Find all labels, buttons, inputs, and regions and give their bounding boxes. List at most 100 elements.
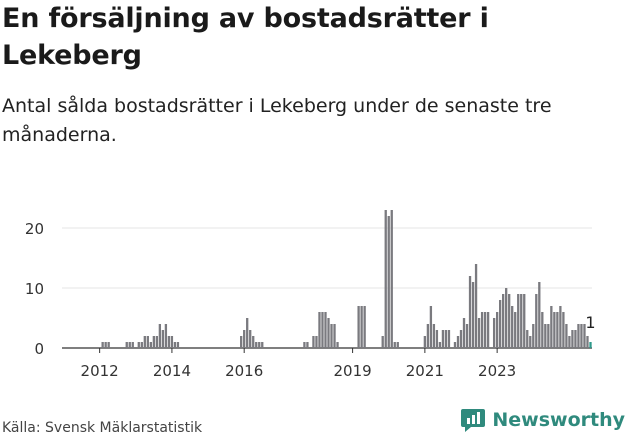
- bar: [583, 324, 586, 348]
- bar: [321, 312, 324, 348]
- bar: [261, 342, 264, 348]
- bar: [306, 342, 309, 348]
- chart-title: En försäljning av bostadsrätter i Lekebe…: [2, 3, 489, 71]
- bar: [143, 336, 146, 348]
- bar: [565, 324, 568, 348]
- bar: [523, 294, 526, 348]
- x-tick-label: 2023: [478, 362, 516, 380]
- bar: [104, 342, 107, 348]
- bar: [170, 336, 174, 348]
- bar: [426, 324, 430, 348]
- source-text: Källa: Svensk Mäklarstatistik: [2, 420, 203, 436]
- bar: [556, 312, 559, 348]
- bar: [571, 330, 574, 348]
- bar-highlight: [589, 342, 592, 348]
- bar: [483, 312, 487, 348]
- bar: [137, 342, 140, 348]
- bar: [161, 330, 165, 348]
- bar: [547, 324, 550, 348]
- bar: [538, 282, 541, 348]
- bar: [252, 336, 255, 348]
- bar: [258, 342, 261, 348]
- bar: [586, 336, 589, 348]
- bar: [559, 306, 562, 348]
- bar: [240, 336, 243, 348]
- bar: [468, 276, 472, 348]
- bar: [333, 324, 336, 348]
- bar: [243, 330, 246, 348]
- bar: [107, 342, 110, 348]
- bar: [393, 342, 396, 348]
- y-tick-label: 10: [25, 280, 44, 298]
- bar: [471, 282, 475, 348]
- chart-subtitle: Antal sålda bostadsrätter i Lekeberg und…: [2, 95, 552, 146]
- bar: [544, 324, 547, 348]
- bar: [529, 336, 532, 348]
- bar: [477, 318, 481, 348]
- bar: [357, 306, 360, 348]
- bar: [125, 342, 128, 348]
- bar: [131, 342, 134, 348]
- bar: [164, 324, 168, 348]
- bar: [532, 324, 535, 348]
- bar: [508, 294, 511, 348]
- bar: [535, 294, 538, 348]
- bar: [553, 312, 556, 348]
- bar: [456, 336, 460, 348]
- bar: [577, 324, 580, 348]
- bar: [303, 342, 306, 348]
- bar: [149, 342, 152, 348]
- bar: [173, 342, 177, 348]
- bar-chart: 0 10 20 2012 2014 2016 2019 2021 2023 1: [25, 210, 596, 380]
- bar: [499, 300, 502, 348]
- bar: [318, 312, 321, 348]
- brand[interactable]: Newsworthy: [460, 407, 625, 433]
- bar: [363, 306, 366, 348]
- bar: [423, 336, 427, 348]
- bar: [249, 330, 252, 348]
- bar: [167, 336, 171, 348]
- bar: [562, 312, 565, 348]
- bar: [505, 288, 508, 348]
- bar: [315, 336, 318, 348]
- y-tick-label: 0: [34, 340, 44, 358]
- x-tick-label: 2016: [225, 362, 263, 380]
- bar: [387, 216, 390, 348]
- bar: [381, 336, 384, 348]
- bar: [568, 336, 571, 348]
- labels: 0 10 20 2012 2014 2016 2019 2021 2023 1: [25, 220, 596, 380]
- bar: [312, 336, 315, 348]
- newsworthy-logo-icon: [461, 409, 486, 432]
- bar: [155, 336, 159, 348]
- bar: [444, 330, 448, 348]
- bar: [520, 294, 523, 348]
- bar: [465, 324, 469, 348]
- bar: [438, 342, 442, 348]
- bar: [336, 342, 339, 348]
- bar: [255, 342, 258, 348]
- x-tick-label: 2019: [334, 362, 372, 380]
- bar: [474, 264, 478, 348]
- bar: [550, 306, 553, 348]
- bar: [176, 342, 180, 348]
- bar: [324, 312, 327, 348]
- brand-name: Newsworthy: [492, 409, 625, 431]
- bar: [158, 324, 162, 348]
- bar: [514, 312, 517, 348]
- bar: [580, 324, 583, 348]
- bar: [384, 210, 387, 348]
- bar: [495, 312, 499, 348]
- bar: [462, 318, 466, 348]
- bar: [390, 210, 393, 348]
- bar: [447, 330, 451, 348]
- bar: [330, 324, 333, 348]
- bar: [327, 318, 330, 348]
- bars: [101, 210, 592, 348]
- bar: [396, 342, 399, 348]
- bar: [152, 336, 155, 348]
- bar: [453, 342, 457, 348]
- bar: [146, 336, 149, 348]
- bar: [502, 294, 505, 348]
- bar: [128, 342, 131, 348]
- bar: [480, 312, 484, 348]
